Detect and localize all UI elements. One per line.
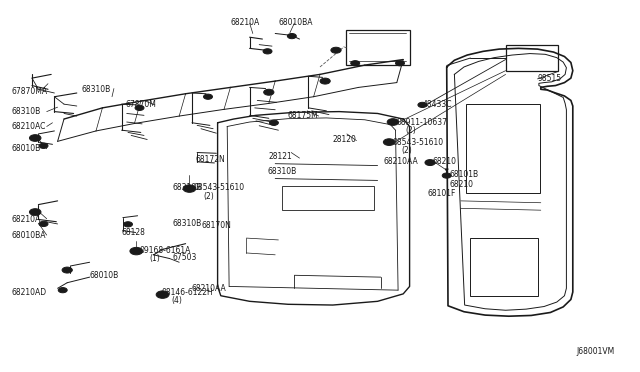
Text: 68210A: 68210A (230, 18, 260, 27)
Circle shape (351, 61, 360, 66)
Text: 67503: 67503 (173, 253, 197, 262)
Circle shape (264, 89, 274, 95)
Circle shape (383, 139, 395, 145)
Text: 98515: 98515 (538, 74, 562, 83)
Circle shape (396, 61, 404, 66)
Text: 48433C: 48433C (422, 100, 452, 109)
Text: 28120: 28120 (333, 135, 356, 144)
Text: (2): (2) (204, 192, 214, 201)
Bar (346, 30, 410, 65)
Circle shape (418, 102, 427, 108)
Circle shape (442, 173, 451, 178)
Circle shape (331, 47, 341, 53)
Circle shape (39, 143, 48, 148)
Circle shape (425, 160, 435, 166)
Text: N: N (391, 119, 395, 125)
Circle shape (204, 94, 212, 99)
Circle shape (124, 222, 132, 227)
Text: 68310B: 68310B (173, 219, 202, 228)
Text: 68210A: 68210A (12, 215, 41, 224)
Text: 68310B: 68310B (12, 107, 41, 116)
Text: 68010BA: 68010BA (12, 231, 46, 240)
Circle shape (29, 209, 41, 215)
Text: 09168-6161A: 09168-6161A (140, 246, 191, 255)
Circle shape (183, 185, 196, 192)
Text: S: S (188, 186, 191, 191)
Text: 68310B: 68310B (82, 85, 111, 94)
Circle shape (135, 105, 144, 110)
Circle shape (387, 119, 399, 125)
Text: 68170N: 68170N (202, 221, 232, 230)
Text: (1): (1) (149, 254, 160, 263)
Text: (4): (4) (171, 296, 182, 305)
Text: 68210AD: 68210AD (12, 288, 47, 296)
Text: 68010BA: 68010BA (278, 18, 313, 27)
Text: 08543-51610: 08543-51610 (392, 138, 444, 147)
Bar (506, 45, 558, 71)
Text: 08911-10637: 08911-10637 (397, 118, 448, 127)
Bar (466, 104, 540, 193)
Bar (282, 186, 374, 210)
Text: 08146-6122H: 08146-6122H (161, 288, 213, 297)
Text: 68101B: 68101B (449, 170, 479, 179)
Circle shape (39, 221, 48, 227)
Bar (470, 238, 538, 296)
Text: 68210: 68210 (433, 157, 457, 166)
Circle shape (320, 78, 330, 84)
Circle shape (263, 49, 272, 54)
Circle shape (269, 120, 278, 125)
Text: 68210: 68210 (449, 180, 474, 189)
Text: 68172N: 68172N (195, 155, 225, 164)
Circle shape (58, 288, 67, 293)
Text: 08543-51610: 08543-51610 (194, 183, 245, 192)
Text: 28121: 28121 (269, 153, 292, 161)
Text: 68101F: 68101F (428, 189, 456, 198)
Text: 68128: 68128 (122, 228, 145, 237)
Text: 68010B: 68010B (90, 271, 119, 280)
Text: 68310B: 68310B (173, 183, 202, 192)
Text: 68210AA: 68210AA (192, 284, 227, 293)
Circle shape (132, 249, 140, 253)
Text: 68210AC: 68210AC (12, 122, 46, 131)
Text: 68010B: 68010B (12, 144, 41, 153)
Text: 67870MA: 67870MA (12, 87, 47, 96)
Circle shape (156, 291, 169, 298)
Circle shape (287, 33, 296, 39)
Text: (2): (2) (405, 126, 416, 135)
Text: 68210AA: 68210AA (384, 157, 419, 166)
Circle shape (62, 267, 72, 273)
Text: J68001VM: J68001VM (576, 347, 614, 356)
Text: 68175M: 68175M (288, 111, 319, 120)
Circle shape (29, 135, 41, 141)
Circle shape (159, 292, 166, 297)
Circle shape (130, 247, 143, 255)
Text: S: S (387, 140, 391, 145)
Text: 67870M: 67870M (125, 100, 156, 109)
Text: (2): (2) (401, 146, 412, 155)
Text: 68310B: 68310B (268, 167, 297, 176)
